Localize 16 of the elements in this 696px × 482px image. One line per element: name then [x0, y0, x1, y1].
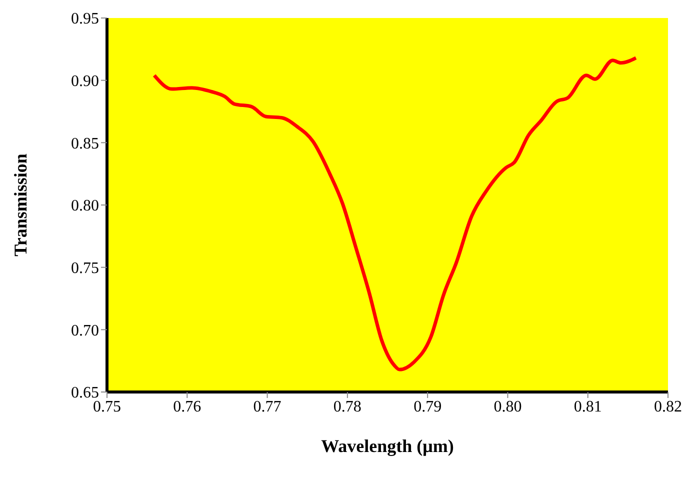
x-tick-label: 0.78	[333, 398, 362, 416]
y-axis-title: Transmission	[10, 154, 30, 256]
y-tick-label: 0.95	[71, 10, 99, 28]
y-tick-label: 0.75	[71, 260, 99, 278]
line-series	[152, 56, 638, 372]
x-tick-label: 0.82	[654, 398, 682, 416]
y-tick-label: 0.80	[71, 198, 99, 215]
y-tick-label: 0.70	[71, 322, 99, 340]
y-tick-label: 0.85	[71, 135, 99, 152]
x-axis-title: Wavelength (μm)	[321, 436, 454, 456]
x-tick-label: 0.80	[494, 398, 522, 416]
x-tick-label: 0.76	[173, 398, 202, 416]
x-tick-label: 0.79	[414, 398, 442, 416]
x-tick-label: 0.81	[574, 398, 602, 416]
x-tick-label: 0.77	[253, 398, 282, 416]
y-tick-label: 0.90	[71, 73, 99, 90]
